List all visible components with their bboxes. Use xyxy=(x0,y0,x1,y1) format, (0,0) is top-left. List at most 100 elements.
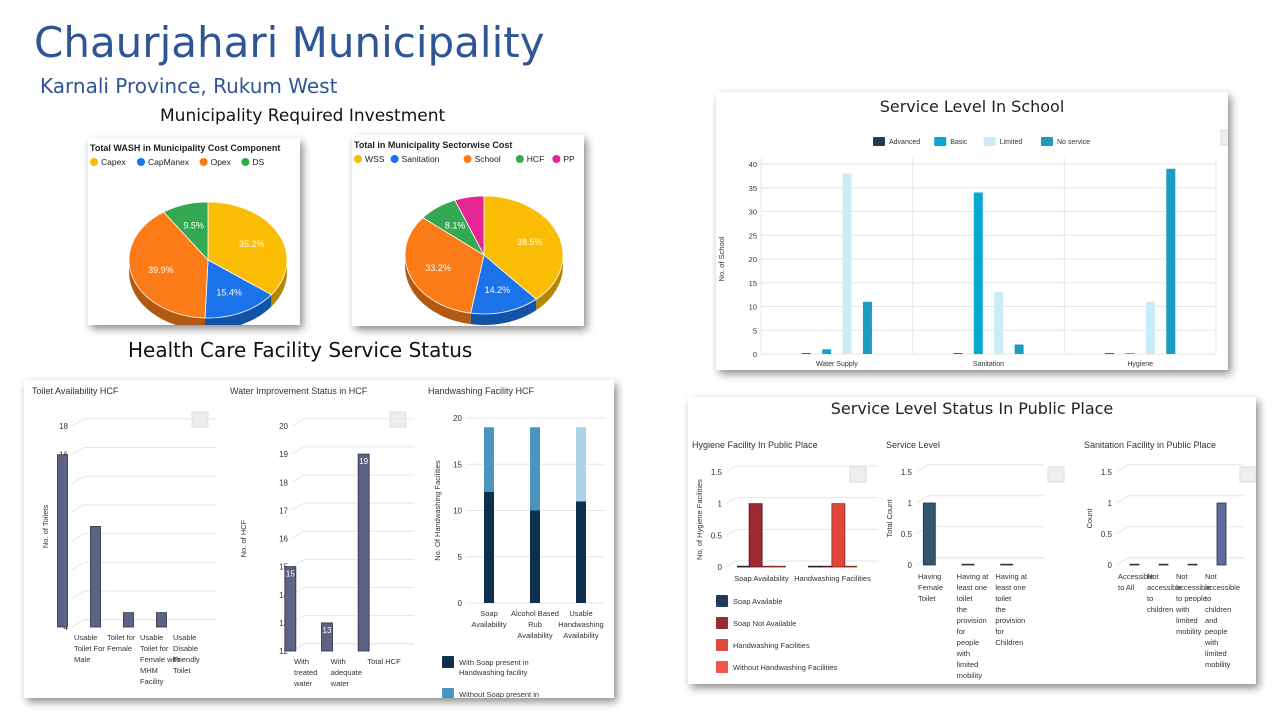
legend-label: Limited xyxy=(1000,139,1023,146)
gridline xyxy=(71,447,85,456)
gridline xyxy=(71,619,85,628)
handwash-bar-chart: Handwashing Facility HCF 0 5 10 15 20 No. Of H… xyxy=(428,386,604,698)
bar xyxy=(953,353,963,354)
gridline xyxy=(915,464,929,473)
y-tick-label: 0 xyxy=(458,599,463,608)
y-tick-label: 1.5 xyxy=(711,468,723,477)
x-tick-label: Usable Toilet For Male xyxy=(74,633,105,664)
legend-swatch xyxy=(934,137,947,146)
pie-slice-side xyxy=(536,255,563,311)
legend-label: Without Soap present in xyxy=(459,690,539,698)
legend-swatch xyxy=(90,158,98,166)
legend-label: Handwashing Facilities xyxy=(733,641,810,650)
legend-swatch xyxy=(716,617,728,629)
legend-swatch xyxy=(1041,137,1053,146)
legend-swatch xyxy=(873,137,885,146)
y-tick-label: 13 xyxy=(279,619,288,628)
y-tick-label: 18 xyxy=(59,422,68,431)
gridline xyxy=(291,502,305,511)
bar xyxy=(822,349,832,354)
bar-segment xyxy=(576,427,586,502)
bar xyxy=(284,566,297,652)
legend-swatch xyxy=(354,155,362,163)
pie-data-label: 33.2% xyxy=(425,263,451,273)
chart-title: Toilet Availability HCF xyxy=(32,386,119,396)
gridline xyxy=(725,560,737,568)
gridline xyxy=(291,418,305,427)
gridline xyxy=(291,530,305,539)
gridline xyxy=(725,497,737,505)
chart-menu-button xyxy=(389,411,407,428)
legend-label: CapManex xyxy=(148,157,190,167)
bar xyxy=(1145,301,1155,354)
bar xyxy=(156,612,167,628)
x-tick-label: Accessible to All xyxy=(1118,572,1154,592)
school-panel: Service Level In School 0 5 10 15 20 25 30 35 40… xyxy=(716,92,1228,370)
bar xyxy=(843,565,858,568)
bar xyxy=(831,503,846,568)
bar xyxy=(748,503,763,568)
school-panel-title: Service Level In School xyxy=(879,97,1065,116)
legend-swatch xyxy=(716,661,728,673)
y-tick-label: 16 xyxy=(279,535,288,544)
legend-swatch xyxy=(552,155,561,163)
legend-label: Soap Available xyxy=(733,597,783,606)
bar xyxy=(1125,353,1135,354)
y-tick-label: 0.5 xyxy=(711,531,723,540)
bar xyxy=(922,502,936,566)
y-tick-label: 25 xyxy=(749,231,757,240)
chart-menu-button xyxy=(191,411,209,428)
y-tick-label: 20 xyxy=(749,255,757,264)
x-tick-label: Hygiene xyxy=(1127,361,1153,368)
y-tick-label: 10 xyxy=(749,303,757,312)
pie-slice-side xyxy=(470,299,537,325)
y-tick-label: 5 xyxy=(458,553,463,562)
bar xyxy=(357,453,370,652)
gridline xyxy=(291,474,305,483)
y-tick-label: 30 xyxy=(749,208,757,217)
pie-chart-sectorwise: Total in Municipality Sectorwise Cost WSS… xyxy=(354,140,575,325)
legend-swatch xyxy=(442,656,454,668)
chart-title: Water Improvement Status in HCF xyxy=(230,386,368,396)
bar xyxy=(736,565,751,568)
legend-label: Advanced xyxy=(889,139,920,146)
hcf-heading: Health Care Facility Service Status xyxy=(128,338,473,362)
investment-heading: Municipality Required Investment xyxy=(160,106,446,126)
bar xyxy=(90,526,101,628)
chart-title: Hygiene Facility In Public Place xyxy=(692,440,818,450)
gridline xyxy=(1115,464,1129,473)
x-tick-label: Usable Disable Friendly Toilet xyxy=(173,633,200,675)
bar xyxy=(1187,563,1198,566)
y-tick-label: 0.5 xyxy=(901,530,913,539)
pie-slice xyxy=(470,254,537,315)
x-tick-label: Sanitation xyxy=(973,361,1004,368)
chart-title: Sanitation Facility in Public Place xyxy=(1084,440,1216,450)
toilet-bar-chart: Toilet Availability HCF4681012141618No. … xyxy=(32,386,216,686)
legend-label: Capex xyxy=(101,157,126,167)
y-axis-label: No. of Hygiene Facilities xyxy=(695,479,704,560)
bar xyxy=(961,563,975,566)
x-tick-label: Toilet for Female xyxy=(107,633,136,653)
pie-data-label: 9.5% xyxy=(183,221,204,231)
x-tick-label: Having Female Toilet xyxy=(918,572,943,603)
legend-label: Sanitation xyxy=(402,154,440,164)
pie-panel-sectorwise: Total in Municipality Sectorwise Cost WSS… xyxy=(352,135,584,326)
bar-data-label: 13 xyxy=(323,626,332,635)
gridline xyxy=(725,465,737,473)
y-tick-label: 4 xyxy=(64,623,69,632)
chart-menu-button xyxy=(849,466,867,483)
y-tick-label: 0.5 xyxy=(1101,530,1113,539)
gridline xyxy=(725,528,737,536)
y-tick-label: 1.5 xyxy=(1101,468,1113,477)
x-tick-label: Usable Handwashing Availability xyxy=(558,609,603,640)
bar xyxy=(1216,502,1227,566)
pie-slice xyxy=(454,195,485,256)
gridline xyxy=(71,418,85,427)
chart-title: Handwashing Facility HCF xyxy=(428,386,535,396)
gridline xyxy=(1115,526,1129,535)
pie-title: Total in Municipality Sectorwise Cost xyxy=(354,140,512,150)
gridline xyxy=(1115,557,1129,566)
y-tick-label: 20 xyxy=(279,422,288,431)
pie-slice xyxy=(162,201,209,262)
sanitation-bar-chart: Sanitation Facility in Public Place 0 0.5 1… xyxy=(1084,440,1256,669)
